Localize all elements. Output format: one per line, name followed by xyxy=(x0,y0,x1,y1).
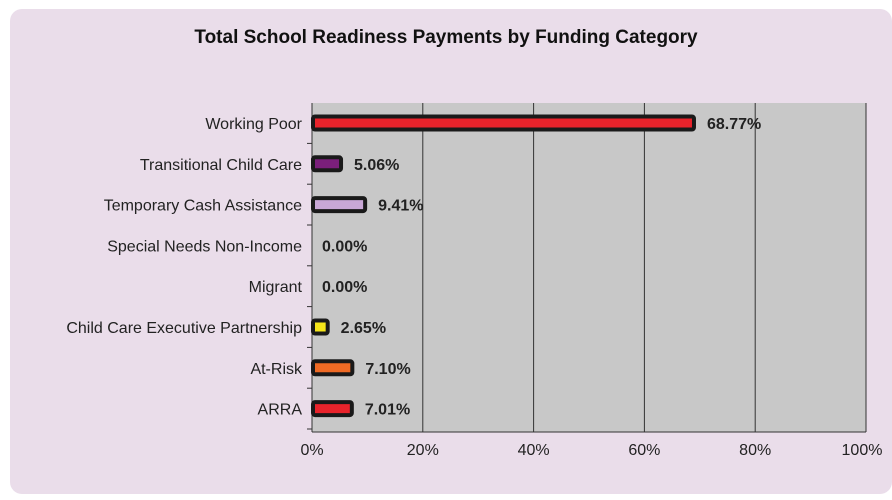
bar xyxy=(311,155,344,173)
value-label: 7.01% xyxy=(365,402,410,419)
bar xyxy=(311,196,368,214)
category-label: At-Risk xyxy=(250,361,303,378)
value-label: 2.65% xyxy=(341,320,386,337)
x-tick-label: 40% xyxy=(518,442,550,459)
bar xyxy=(311,359,355,377)
value-label: 5.06% xyxy=(354,157,399,174)
x-tick-label: 60% xyxy=(628,442,660,459)
bar xyxy=(311,318,330,336)
x-tick-label: 80% xyxy=(739,442,771,459)
x-tick-label: 20% xyxy=(407,442,439,459)
x-tick-label: 0% xyxy=(300,442,323,459)
value-label: 68.77% xyxy=(707,116,761,133)
x-tick-label: 100% xyxy=(842,442,883,459)
chart-title: Total School Readiness Payments by Fundi… xyxy=(194,27,698,48)
value-label: 9.41% xyxy=(378,198,423,215)
category-label: Migrant xyxy=(249,279,303,296)
bar xyxy=(311,114,696,132)
category-label: Transitional Child Care xyxy=(140,157,302,174)
value-label: 7.10% xyxy=(365,361,410,378)
category-label: ARRA xyxy=(258,402,303,419)
category-label: Special Needs Non-Income xyxy=(107,238,302,255)
bar xyxy=(311,400,354,418)
category-label: Working Poor xyxy=(205,116,302,133)
value-label: 0.00% xyxy=(322,238,367,255)
plot-background xyxy=(312,103,866,432)
category-label: Child Care Executive Partnership xyxy=(66,320,302,337)
value-label: 0.00% xyxy=(322,279,367,296)
category-label: Temporary Cash Assistance xyxy=(104,198,302,215)
